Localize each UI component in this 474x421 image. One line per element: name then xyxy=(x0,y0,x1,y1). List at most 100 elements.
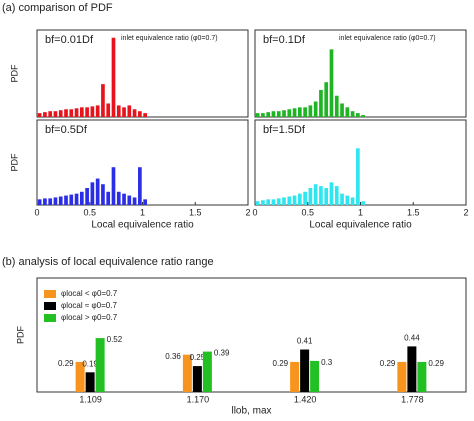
bar xyxy=(122,193,126,205)
bar xyxy=(350,197,355,205)
x-tick-label: 0 xyxy=(252,207,257,217)
plot-frame xyxy=(254,29,467,118)
value-label: 0.3 xyxy=(321,358,333,367)
bar xyxy=(287,196,292,205)
bar xyxy=(356,148,360,205)
value-label: 0.41 xyxy=(297,337,313,346)
annotation: inlet equivalence ratio (φ0=0.7) xyxy=(121,35,218,42)
bar xyxy=(319,186,323,205)
panel-a-title: (a) comparison of PDF xyxy=(2,2,113,14)
x-tick-label: 1.778 xyxy=(401,394,424,404)
bar xyxy=(127,195,132,205)
x-tick-label: 0.5 xyxy=(301,207,314,217)
bar xyxy=(271,111,276,117)
bar xyxy=(407,346,417,392)
bar xyxy=(340,193,344,205)
bar xyxy=(282,197,286,205)
value-label: 0.29 xyxy=(380,359,396,368)
bar xyxy=(329,49,334,118)
bar xyxy=(417,361,427,392)
bar xyxy=(192,366,202,392)
bar xyxy=(53,197,58,205)
x-axis-label: Local equivalence ratio xyxy=(91,220,194,231)
bar xyxy=(182,354,192,392)
panel-label: bf=1.5Df xyxy=(263,124,306,136)
bar xyxy=(101,184,105,205)
legend-swatch xyxy=(44,302,56,310)
bar xyxy=(48,198,53,205)
bar xyxy=(138,111,142,117)
bar xyxy=(340,103,344,117)
bar xyxy=(303,191,307,205)
bar xyxy=(261,113,265,117)
legend-label: φlocal < φ0=0.7 xyxy=(61,289,118,298)
bar xyxy=(101,84,105,117)
value-label: 0.52 xyxy=(107,335,123,344)
legend-swatch xyxy=(44,314,56,322)
bar xyxy=(80,107,84,117)
bar xyxy=(53,111,58,117)
bar xyxy=(308,188,313,205)
x-tick-label: 2 xyxy=(463,207,468,217)
x-tick-label: 1.5 xyxy=(407,207,420,217)
bar xyxy=(58,110,63,117)
bar xyxy=(143,113,147,117)
bar xyxy=(138,167,142,205)
bar xyxy=(69,194,74,205)
bar xyxy=(324,188,329,205)
bar xyxy=(361,201,365,205)
bar xyxy=(64,195,68,205)
value-label: 0.25 xyxy=(190,353,206,362)
bar xyxy=(303,107,307,117)
bar xyxy=(290,361,300,392)
bar xyxy=(324,82,329,117)
bar xyxy=(90,106,95,117)
bar xyxy=(271,199,276,205)
bar xyxy=(74,108,79,117)
value-label: 0.29 xyxy=(58,359,74,368)
bar xyxy=(361,115,365,117)
bar xyxy=(85,188,89,205)
legend-swatch xyxy=(44,290,56,298)
bar xyxy=(261,200,265,205)
bar xyxy=(90,182,95,205)
bar xyxy=(116,191,121,205)
bar xyxy=(85,107,89,117)
bar xyxy=(95,338,105,392)
annotation: inlet equivalence ratio (φ0=0.7) xyxy=(339,35,436,42)
value-label: 0.19 xyxy=(82,359,98,368)
bar xyxy=(255,201,260,205)
bar xyxy=(69,109,74,117)
bar xyxy=(345,107,350,117)
bar xyxy=(111,167,116,205)
bar xyxy=(266,199,271,205)
bar xyxy=(397,361,407,392)
bar xyxy=(95,178,100,205)
bar xyxy=(143,199,147,205)
panel-label: bf=0.01Df xyxy=(45,34,94,46)
legend-label: φlocal > φ0=0.7 xyxy=(61,313,118,322)
bar xyxy=(255,113,260,117)
plot-frame xyxy=(36,29,249,118)
x-tick-label: 2 xyxy=(245,207,250,217)
x-tick-label: 1.109 xyxy=(79,394,102,404)
bar xyxy=(111,37,116,117)
bar xyxy=(310,360,320,392)
panel-b-title: (b) analysis of local equivalence ratio … xyxy=(2,256,214,268)
bar xyxy=(266,112,271,117)
bar xyxy=(313,184,318,205)
y-axis-label: PDF xyxy=(15,325,25,344)
bar xyxy=(334,186,339,205)
bar xyxy=(37,113,42,117)
bar xyxy=(43,198,47,205)
bar xyxy=(95,105,100,117)
value-label: 0.44 xyxy=(404,334,420,343)
bar xyxy=(127,105,132,117)
bar xyxy=(313,101,318,117)
panel-label: bf=0.5Df xyxy=(45,124,88,136)
bar xyxy=(329,182,334,205)
bar xyxy=(300,349,310,392)
bar xyxy=(287,109,292,117)
